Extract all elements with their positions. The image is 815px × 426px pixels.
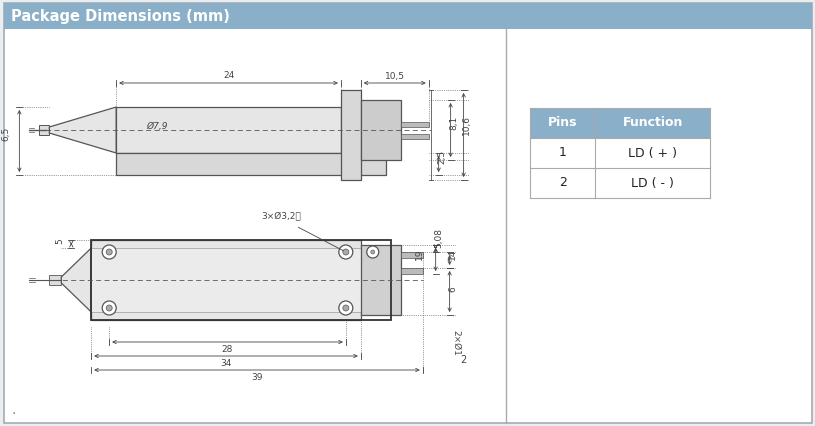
Circle shape [106, 305, 112, 311]
Bar [401, 268, 423, 274]
Text: 24: 24 [222, 72, 234, 81]
Text: 3×Ø3,2通: 3×Ø3,2通 [261, 211, 301, 220]
Circle shape [339, 245, 353, 259]
Bar [361, 245, 401, 315]
Circle shape [102, 301, 117, 315]
Text: 10,6: 10,6 [462, 115, 471, 135]
Circle shape [367, 246, 379, 258]
Text: 34: 34 [220, 359, 231, 368]
Circle shape [343, 249, 349, 255]
Text: Ø7,9: Ø7,9 [146, 121, 168, 130]
Bar [401, 134, 429, 139]
Bar [361, 100, 401, 160]
Text: 6,5: 6,5 [1, 127, 10, 141]
Bar [91, 240, 361, 320]
Bar [91, 240, 390, 320]
Bar [531, 138, 710, 168]
Text: 1: 1 [559, 147, 567, 159]
Bar [401, 252, 423, 258]
Bar [531, 168, 710, 198]
Text: 2,5: 2,5 [437, 150, 446, 164]
Text: Package Dimensions (mm): Package Dimensions (mm) [11, 9, 231, 23]
Text: 14: 14 [448, 249, 457, 260]
Text: Pins: Pins [548, 116, 578, 130]
Bar [401, 122, 429, 127]
Bar [117, 153, 385, 175]
Text: Function: Function [623, 116, 683, 130]
Bar [50, 275, 61, 285]
Polygon shape [50, 107, 117, 153]
Bar [91, 248, 361, 312]
Text: 5,08: 5,08 [434, 228, 443, 248]
Text: 10,5: 10,5 [385, 72, 405, 81]
Text: 2: 2 [559, 176, 567, 190]
Text: ·: · [11, 407, 15, 421]
Bar [4, 3, 812, 29]
Polygon shape [61, 248, 91, 312]
Text: 5: 5 [55, 238, 64, 244]
Text: 8,1: 8,1 [449, 116, 458, 130]
Bar [341, 90, 361, 180]
Text: 2: 2 [460, 355, 467, 365]
Text: 28: 28 [222, 345, 233, 354]
Circle shape [339, 301, 353, 315]
Text: 2×Ø1: 2×Ø1 [452, 330, 460, 356]
Circle shape [371, 250, 375, 254]
Circle shape [102, 245, 117, 259]
Bar [39, 125, 50, 135]
Bar [531, 108, 710, 138]
Text: 6: 6 [448, 286, 457, 291]
Text: 39: 39 [251, 372, 262, 382]
Circle shape [343, 305, 349, 311]
Text: 19: 19 [415, 248, 424, 259]
Text: LD ( - ): LD ( - ) [632, 176, 674, 190]
Bar [117, 107, 341, 153]
Text: LD ( + ): LD ( + ) [628, 147, 677, 159]
Circle shape [106, 249, 112, 255]
